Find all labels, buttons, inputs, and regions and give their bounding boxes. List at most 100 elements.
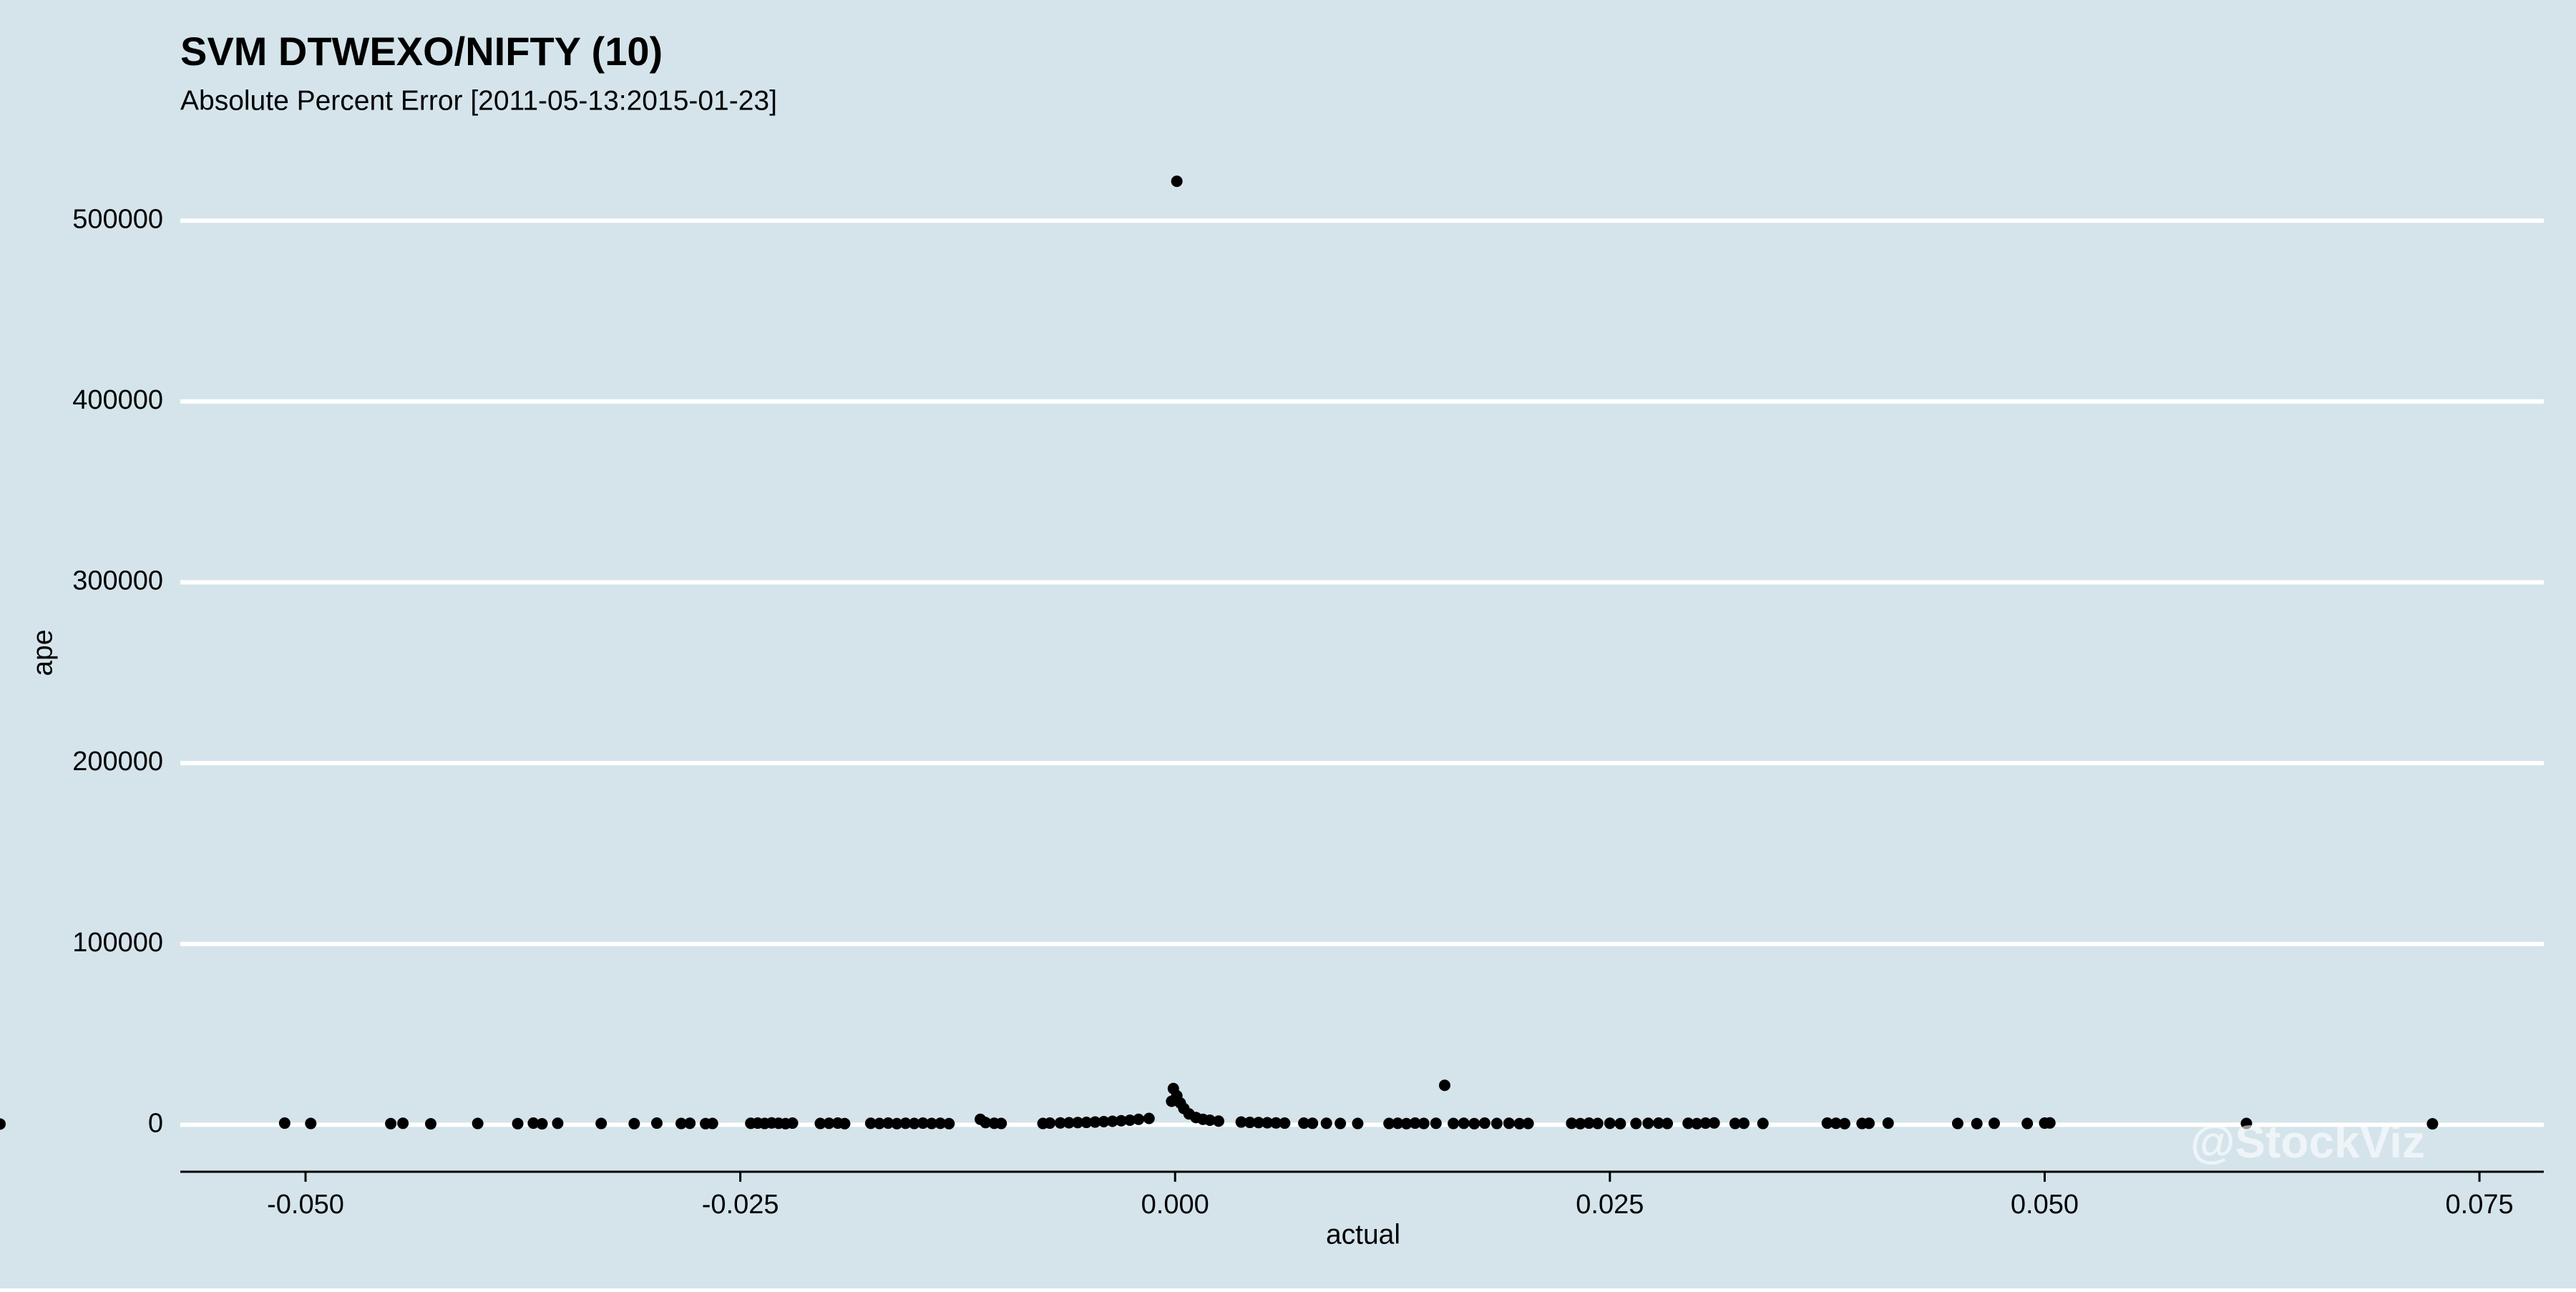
point bbox=[1072, 1117, 1084, 1129]
point bbox=[1143, 1112, 1155, 1125]
point bbox=[1838, 1117, 1850, 1130]
point bbox=[628, 1117, 640, 1130]
point bbox=[1409, 1117, 1421, 1130]
x-tick-label: -0.025 bbox=[702, 1190, 779, 1220]
point bbox=[1757, 1117, 1769, 1130]
point bbox=[1262, 1117, 1274, 1129]
point bbox=[823, 1117, 835, 1130]
point bbox=[1352, 1117, 1364, 1130]
point bbox=[935, 1117, 947, 1130]
point bbox=[1335, 1117, 1347, 1130]
point bbox=[864, 1117, 877, 1130]
point bbox=[1630, 1117, 1642, 1130]
y-axis-label: ape bbox=[27, 629, 58, 676]
point bbox=[0, 1118, 6, 1130]
point bbox=[1430, 1117, 1442, 1130]
x-tick-label: 0.075 bbox=[2446, 1190, 2514, 1220]
point bbox=[1244, 1117, 1256, 1129]
point bbox=[995, 1117, 1008, 1130]
point bbox=[1642, 1117, 1654, 1130]
y-tick-label: 100000 bbox=[72, 928, 163, 958]
point bbox=[1106, 1115, 1118, 1127]
point bbox=[917, 1117, 929, 1130]
x-tick-label: 0.050 bbox=[2011, 1190, 2079, 1220]
point bbox=[1279, 1117, 1291, 1130]
point bbox=[1080, 1117, 1093, 1129]
point bbox=[1513, 1117, 1526, 1130]
point bbox=[1691, 1117, 1703, 1130]
point bbox=[512, 1117, 524, 1130]
point bbox=[278, 1117, 291, 1130]
y-tick-label: 0 bbox=[148, 1108, 163, 1138]
point bbox=[472, 1117, 484, 1130]
point bbox=[1448, 1117, 1460, 1130]
point bbox=[1298, 1117, 1310, 1130]
y-tick-label: 200000 bbox=[72, 747, 163, 777]
watermark: @StockViz bbox=[2190, 1116, 2425, 1167]
point bbox=[908, 1117, 920, 1130]
y-tick-label: 300000 bbox=[72, 566, 163, 596]
point bbox=[1383, 1117, 1395, 1130]
point bbox=[1863, 1117, 1875, 1130]
point bbox=[2044, 1117, 2056, 1129]
point bbox=[1951, 1117, 1963, 1130]
point bbox=[1320, 1117, 1332, 1130]
point bbox=[1468, 1117, 1480, 1130]
chart-title: SVM DTWEXO/NIFTY (10) bbox=[180, 29, 663, 74]
point bbox=[1252, 1117, 1264, 1129]
point bbox=[1614, 1117, 1626, 1130]
point bbox=[385, 1117, 397, 1130]
point bbox=[891, 1117, 903, 1130]
point bbox=[1729, 1117, 1741, 1130]
point bbox=[1737, 1117, 1750, 1130]
point bbox=[2426, 1118, 2439, 1130]
point bbox=[882, 1117, 894, 1130]
point bbox=[595, 1117, 608, 1130]
point bbox=[899, 1117, 912, 1130]
point bbox=[397, 1117, 409, 1130]
x-tick-label: 0.000 bbox=[1141, 1190, 1209, 1220]
point bbox=[980, 1117, 992, 1129]
point bbox=[1583, 1117, 1595, 1130]
point bbox=[1821, 1117, 1833, 1130]
point bbox=[1699, 1117, 1712, 1130]
point bbox=[1522, 1117, 1534, 1130]
point bbox=[1574, 1117, 1586, 1130]
x-tick-label: 0.025 bbox=[1576, 1190, 1644, 1220]
point bbox=[305, 1117, 317, 1130]
point bbox=[536, 1118, 548, 1130]
point bbox=[2240, 1117, 2253, 1130]
x-tick-label: -0.050 bbox=[267, 1190, 344, 1220]
point bbox=[1098, 1116, 1110, 1128]
point bbox=[706, 1117, 718, 1130]
point bbox=[1307, 1117, 1319, 1130]
point bbox=[839, 1117, 851, 1130]
point bbox=[1491, 1117, 1503, 1130]
point bbox=[424, 1118, 436, 1130]
point bbox=[786, 1117, 799, 1130]
point bbox=[650, 1117, 663, 1130]
point bbox=[943, 1117, 955, 1130]
point bbox=[1270, 1117, 1282, 1129]
point bbox=[1830, 1117, 1842, 1130]
point bbox=[1212, 1115, 1224, 1127]
point bbox=[1652, 1117, 1664, 1130]
point bbox=[1400, 1117, 1413, 1130]
point bbox=[1503, 1117, 1515, 1130]
point bbox=[1882, 1117, 1894, 1130]
point bbox=[874, 1117, 886, 1130]
y-tick-label: 400000 bbox=[72, 385, 163, 415]
point bbox=[1591, 1117, 1604, 1130]
point bbox=[1171, 175, 1183, 188]
point bbox=[1971, 1117, 1983, 1130]
y-tick-label: 500000 bbox=[72, 204, 163, 234]
point bbox=[1392, 1117, 1404, 1130]
point bbox=[1708, 1117, 1720, 1129]
point bbox=[1115, 1114, 1127, 1127]
point bbox=[1458, 1117, 1470, 1130]
point bbox=[1124, 1114, 1136, 1127]
x-axis-label: actual bbox=[1326, 1219, 1400, 1250]
point bbox=[1478, 1117, 1491, 1130]
